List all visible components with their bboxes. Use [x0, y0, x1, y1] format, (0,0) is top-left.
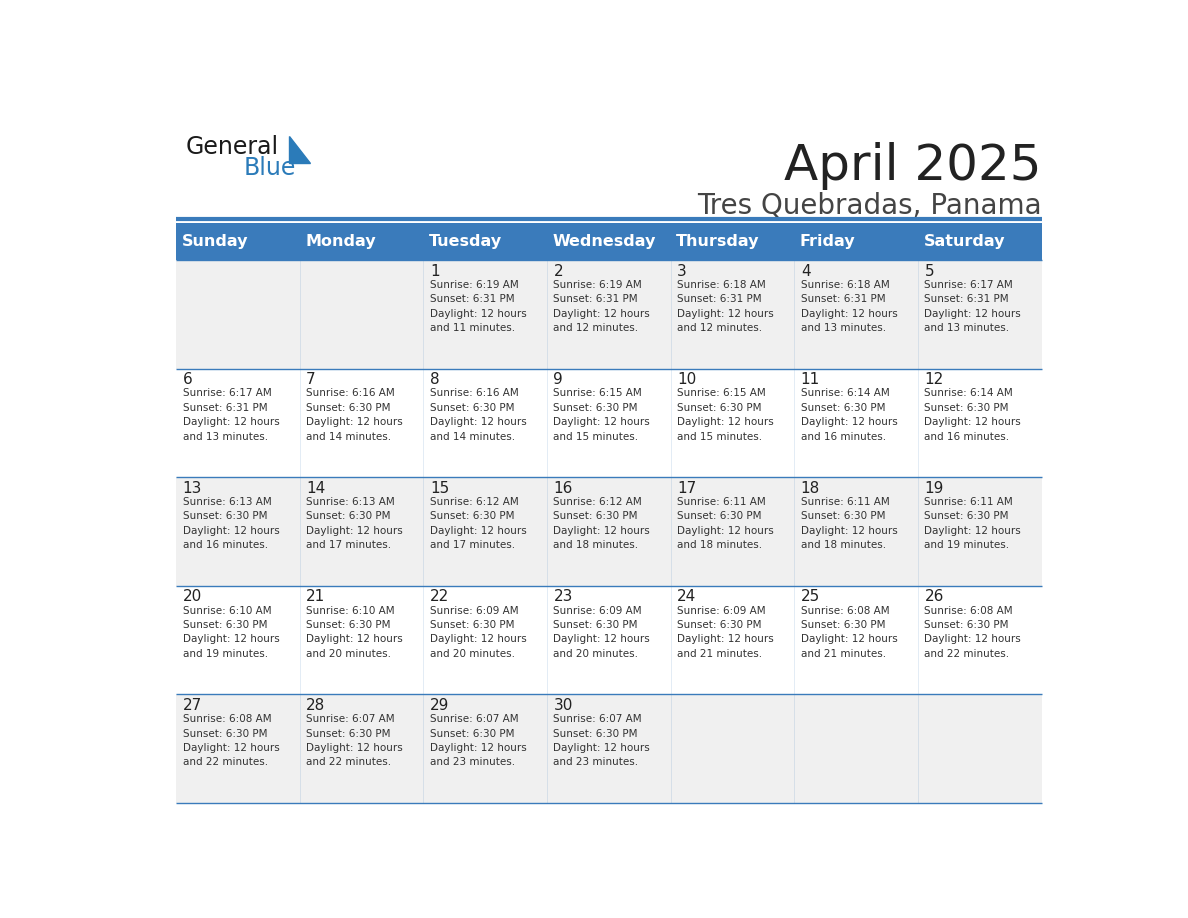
- Polygon shape: [290, 136, 310, 163]
- Text: 15: 15: [430, 481, 449, 496]
- Text: Sunrise: 6:09 AM
Sunset: 6:30 PM
Daylight: 12 hours
and 20 minutes.: Sunrise: 6:09 AM Sunset: 6:30 PM Dayligh…: [430, 606, 526, 659]
- Text: Monday: Monday: [305, 234, 375, 249]
- Text: 14: 14: [307, 481, 326, 496]
- Text: 21: 21: [307, 589, 326, 604]
- Text: 1: 1: [430, 263, 440, 278]
- Text: 16: 16: [554, 481, 573, 496]
- Text: 3: 3: [677, 263, 687, 278]
- Text: Sunrise: 6:08 AM
Sunset: 6:30 PM
Daylight: 12 hours
and 22 minutes.: Sunrise: 6:08 AM Sunset: 6:30 PM Dayligh…: [924, 606, 1022, 659]
- Text: Sunrise: 6:16 AM
Sunset: 6:30 PM
Daylight: 12 hours
and 14 minutes.: Sunrise: 6:16 AM Sunset: 6:30 PM Dayligh…: [307, 388, 403, 442]
- Text: Sunrise: 6:19 AM
Sunset: 6:31 PM
Daylight: 12 hours
and 11 minutes.: Sunrise: 6:19 AM Sunset: 6:31 PM Dayligh…: [430, 280, 526, 333]
- Text: Sunrise: 6:08 AM
Sunset: 6:30 PM
Daylight: 12 hours
and 21 minutes.: Sunrise: 6:08 AM Sunset: 6:30 PM Dayligh…: [801, 606, 897, 659]
- Text: Sunrise: 6:11 AM
Sunset: 6:30 PM
Daylight: 12 hours
and 18 minutes.: Sunrise: 6:11 AM Sunset: 6:30 PM Dayligh…: [801, 497, 897, 550]
- Text: Thursday: Thursday: [676, 234, 759, 249]
- Text: 2: 2: [554, 263, 563, 278]
- Text: 30: 30: [554, 698, 573, 713]
- Text: 29: 29: [430, 698, 449, 713]
- Text: Sunrise: 6:07 AM
Sunset: 6:30 PM
Daylight: 12 hours
and 23 minutes.: Sunrise: 6:07 AM Sunset: 6:30 PM Dayligh…: [430, 714, 526, 767]
- Text: 5: 5: [924, 263, 934, 278]
- Bar: [176, 477, 1042, 586]
- Text: 18: 18: [801, 481, 820, 496]
- Bar: [176, 223, 299, 260]
- Text: 7: 7: [307, 372, 316, 387]
- Text: 19: 19: [924, 481, 943, 496]
- Text: 23: 23: [554, 589, 573, 604]
- Text: Saturday: Saturday: [923, 234, 1005, 249]
- Text: 13: 13: [183, 481, 202, 496]
- Bar: [299, 223, 423, 260]
- Text: Sunrise: 6:12 AM
Sunset: 6:30 PM
Daylight: 12 hours
and 18 minutes.: Sunrise: 6:12 AM Sunset: 6:30 PM Dayligh…: [554, 497, 650, 550]
- Text: Sunrise: 6:08 AM
Sunset: 6:30 PM
Daylight: 12 hours
and 22 minutes.: Sunrise: 6:08 AM Sunset: 6:30 PM Dayligh…: [183, 714, 279, 767]
- Text: Sunrise: 6:09 AM
Sunset: 6:30 PM
Daylight: 12 hours
and 21 minutes.: Sunrise: 6:09 AM Sunset: 6:30 PM Dayligh…: [677, 606, 773, 659]
- Bar: [423, 223, 546, 260]
- Bar: [546, 223, 671, 260]
- Text: 17: 17: [677, 481, 696, 496]
- Text: Sunrise: 6:15 AM
Sunset: 6:30 PM
Daylight: 12 hours
and 15 minutes.: Sunrise: 6:15 AM Sunset: 6:30 PM Dayligh…: [677, 388, 773, 442]
- Text: 24: 24: [677, 589, 696, 604]
- Text: Sunrise: 6:15 AM
Sunset: 6:30 PM
Daylight: 12 hours
and 15 minutes.: Sunrise: 6:15 AM Sunset: 6:30 PM Dayligh…: [554, 388, 650, 442]
- Text: Blue: Blue: [244, 156, 296, 180]
- Text: Sunrise: 6:14 AM
Sunset: 6:30 PM
Daylight: 12 hours
and 16 minutes.: Sunrise: 6:14 AM Sunset: 6:30 PM Dayligh…: [924, 388, 1022, 442]
- Bar: [176, 586, 1042, 694]
- Text: 11: 11: [801, 372, 820, 387]
- Text: Sunrise: 6:07 AM
Sunset: 6:30 PM
Daylight: 12 hours
and 23 minutes.: Sunrise: 6:07 AM Sunset: 6:30 PM Dayligh…: [554, 714, 650, 767]
- Text: Wednesday: Wednesday: [552, 234, 656, 249]
- Text: Sunrise: 6:18 AM
Sunset: 6:31 PM
Daylight: 12 hours
and 13 minutes.: Sunrise: 6:18 AM Sunset: 6:31 PM Dayligh…: [801, 280, 897, 333]
- Text: Sunrise: 6:11 AM
Sunset: 6:30 PM
Daylight: 12 hours
and 18 minutes.: Sunrise: 6:11 AM Sunset: 6:30 PM Dayligh…: [677, 497, 773, 550]
- Bar: [176, 369, 1042, 477]
- Bar: [918, 223, 1042, 260]
- Text: Sunrise: 6:19 AM
Sunset: 6:31 PM
Daylight: 12 hours
and 12 minutes.: Sunrise: 6:19 AM Sunset: 6:31 PM Dayligh…: [554, 280, 650, 333]
- Text: Sunrise: 6:09 AM
Sunset: 6:30 PM
Daylight: 12 hours
and 20 minutes.: Sunrise: 6:09 AM Sunset: 6:30 PM Dayligh…: [554, 606, 650, 659]
- Text: Friday: Friday: [800, 234, 855, 249]
- Text: 22: 22: [430, 589, 449, 604]
- Text: April 2025: April 2025: [784, 142, 1042, 190]
- Text: Sunrise: 6:10 AM
Sunset: 6:30 PM
Daylight: 12 hours
and 20 minutes.: Sunrise: 6:10 AM Sunset: 6:30 PM Dayligh…: [307, 606, 403, 659]
- Bar: [795, 223, 918, 260]
- Text: 27: 27: [183, 698, 202, 713]
- Text: 25: 25: [801, 589, 820, 604]
- Text: Sunrise: 6:07 AM
Sunset: 6:30 PM
Daylight: 12 hours
and 22 minutes.: Sunrise: 6:07 AM Sunset: 6:30 PM Dayligh…: [307, 714, 403, 767]
- Text: 26: 26: [924, 589, 943, 604]
- Bar: [176, 260, 1042, 369]
- Text: 4: 4: [801, 263, 810, 278]
- Text: Sunrise: 6:10 AM
Sunset: 6:30 PM
Daylight: 12 hours
and 19 minutes.: Sunrise: 6:10 AM Sunset: 6:30 PM Dayligh…: [183, 606, 279, 659]
- Text: Sunrise: 6:17 AM
Sunset: 6:31 PM
Daylight: 12 hours
and 13 minutes.: Sunrise: 6:17 AM Sunset: 6:31 PM Dayligh…: [183, 388, 279, 442]
- Text: Sunrise: 6:13 AM
Sunset: 6:30 PM
Daylight: 12 hours
and 17 minutes.: Sunrise: 6:13 AM Sunset: 6:30 PM Dayligh…: [307, 497, 403, 550]
- Text: 28: 28: [307, 698, 326, 713]
- Text: Sunrise: 6:11 AM
Sunset: 6:30 PM
Daylight: 12 hours
and 19 minutes.: Sunrise: 6:11 AM Sunset: 6:30 PM Dayligh…: [924, 497, 1022, 550]
- Text: 12: 12: [924, 372, 943, 387]
- Text: Tuesday: Tuesday: [429, 234, 503, 249]
- Text: Sunrise: 6:18 AM
Sunset: 6:31 PM
Daylight: 12 hours
and 12 minutes.: Sunrise: 6:18 AM Sunset: 6:31 PM Dayligh…: [677, 280, 773, 333]
- Text: General: General: [185, 135, 278, 159]
- Text: Sunrise: 6:13 AM
Sunset: 6:30 PM
Daylight: 12 hours
and 16 minutes.: Sunrise: 6:13 AM Sunset: 6:30 PM Dayligh…: [183, 497, 279, 550]
- Bar: [176, 694, 1042, 803]
- Text: 10: 10: [677, 372, 696, 387]
- Text: Sunrise: 6:12 AM
Sunset: 6:30 PM
Daylight: 12 hours
and 17 minutes.: Sunrise: 6:12 AM Sunset: 6:30 PM Dayligh…: [430, 497, 526, 550]
- Text: 9: 9: [554, 372, 563, 387]
- Text: 20: 20: [183, 589, 202, 604]
- Text: Sunrise: 6:16 AM
Sunset: 6:30 PM
Daylight: 12 hours
and 14 minutes.: Sunrise: 6:16 AM Sunset: 6:30 PM Dayligh…: [430, 388, 526, 442]
- Text: 8: 8: [430, 372, 440, 387]
- Text: Sunday: Sunday: [182, 234, 248, 249]
- Text: Sunrise: 6:17 AM
Sunset: 6:31 PM
Daylight: 12 hours
and 13 minutes.: Sunrise: 6:17 AM Sunset: 6:31 PM Dayligh…: [924, 280, 1022, 333]
- Text: Tres Quebradas, Panama: Tres Quebradas, Panama: [697, 192, 1042, 219]
- Text: 6: 6: [183, 372, 192, 387]
- Text: Sunrise: 6:14 AM
Sunset: 6:30 PM
Daylight: 12 hours
and 16 minutes.: Sunrise: 6:14 AM Sunset: 6:30 PM Dayligh…: [801, 388, 897, 442]
- Bar: [671, 223, 795, 260]
